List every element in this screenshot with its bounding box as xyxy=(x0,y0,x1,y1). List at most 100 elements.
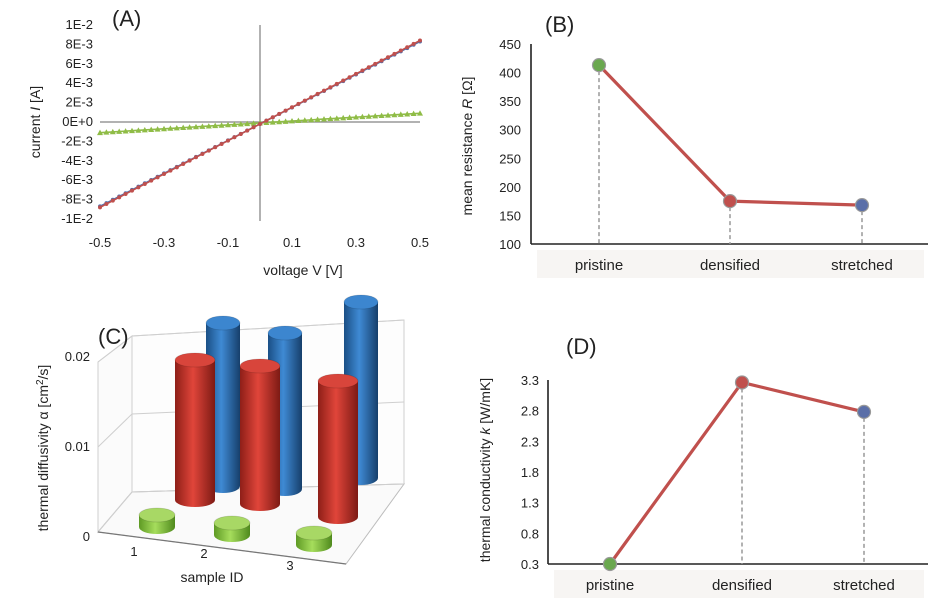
panel-a-y-tick-label: -6E-3 xyxy=(61,172,93,187)
panel-a-data-point-green xyxy=(154,126,161,132)
panel-a-data-point-green xyxy=(282,118,289,124)
panel-c-gridline xyxy=(97,319,405,363)
panel-d-category-label: densified xyxy=(712,577,772,594)
panel-c-bar-red xyxy=(239,358,281,511)
panel-a-data-point-green xyxy=(180,124,187,131)
panel-a-data-point-red xyxy=(398,48,403,53)
panel-a-y-tick-label: 8E-3 xyxy=(66,36,93,51)
panel-c-bar-body-red xyxy=(240,366,280,511)
panel-c-y-tick-label: 0.02 xyxy=(65,349,90,364)
panel-a-data-point-green xyxy=(205,123,212,129)
panel-a-y-tick-label: 1E-2 xyxy=(66,17,93,32)
panel-a-data-point-red xyxy=(290,105,294,110)
panel-a-data-point-green xyxy=(141,126,148,133)
panel-d-label: (D) xyxy=(566,334,597,359)
panel-a-data-point-green xyxy=(186,124,193,130)
panel-a-data-point-red xyxy=(360,68,365,73)
panel-b-y-tick-label: 300 xyxy=(499,123,521,138)
panel-a-y-tick-label: 4E-3 xyxy=(66,75,93,90)
panel-a-y-tick-label: -8E-3 xyxy=(61,192,93,207)
panel-a-data-point-red xyxy=(392,51,397,56)
panel-b-y-tick-label: 450 xyxy=(499,37,521,52)
panel-a-x-axis-title: voltage V [V] xyxy=(263,262,342,278)
panel-a-data-point-red xyxy=(226,138,230,143)
panel-a-y-tick-label: 0E+0 xyxy=(62,114,93,129)
panel-b-category-label: densified xyxy=(700,257,760,274)
panel-a-data-point-green xyxy=(404,111,411,117)
panel-a-data-point-green xyxy=(321,116,327,122)
panel-a-data-point-green xyxy=(116,128,123,134)
panel-a-data-point-red xyxy=(142,182,147,187)
panel-a-data-point-green xyxy=(410,110,417,117)
panel-b-series-line xyxy=(597,64,863,207)
panel-c-bar-top-red xyxy=(239,358,281,374)
panel-a-data-point-green xyxy=(365,113,372,119)
panel-a-data-point-red xyxy=(136,185,141,190)
panel-c-bar-body-red xyxy=(175,360,215,507)
panel-a-data-point-red xyxy=(206,148,211,153)
panel-a-data-point-green xyxy=(148,126,155,132)
panel-a-data-point-red xyxy=(302,98,307,103)
panel-a-data-point-red xyxy=(232,135,237,140)
panel-a-y-tick-label: -1E-2 xyxy=(61,211,93,226)
panel-d-data-point xyxy=(602,556,618,572)
panel-a-data-point-red xyxy=(181,161,186,166)
panel-a-data-point-green xyxy=(231,121,238,127)
panel-d-y-tick-label: 0.8 xyxy=(521,526,539,541)
panel-a-data-point-red xyxy=(245,128,250,133)
panel-a-data-point-green xyxy=(308,116,315,123)
panel-c-bar-top-blue xyxy=(205,315,241,331)
panel-a-data-point-green xyxy=(97,129,103,136)
panel-a-data-point-red xyxy=(418,38,422,43)
panel-d-series-line xyxy=(608,380,865,565)
panel-a-data-point-green xyxy=(167,125,174,131)
panel-a-data-point-red xyxy=(219,141,224,146)
panel-d-y-tick-label: 1.8 xyxy=(521,465,539,480)
panel-b-y-axis-title: mean resistance R [Ω] xyxy=(459,77,475,216)
panel-a-y-tick-label: -2E-3 xyxy=(61,133,93,148)
panel-c-bar-top-red xyxy=(317,373,359,389)
panel-a-data-point-green xyxy=(212,122,219,129)
panel-d-y-axis-title: thermal conductivity k [W/mK] xyxy=(477,378,493,562)
panel-a-data-point-green xyxy=(340,114,347,121)
panel-c-bar-body-red xyxy=(318,381,358,524)
panel-b-data-point xyxy=(591,58,607,73)
panel-a-data-point-green xyxy=(301,117,308,123)
panel-d-category-label: pristine xyxy=(586,577,634,594)
panel-a-data-point-green xyxy=(135,127,142,133)
panel-a-data-point-red xyxy=(98,205,102,210)
panel-a: (A) 1E-2 8E-3 6E-3 4E-3 2E-3 0E+0 -2E-3 -4E-3 -6… xyxy=(27,6,429,278)
panel-d-data-point xyxy=(856,404,872,419)
panel-a-data-point-green xyxy=(327,115,334,122)
panel-a-data-point-red xyxy=(411,41,416,46)
panel-a-data-point-green xyxy=(333,115,340,121)
panel-a-data-point-red xyxy=(277,111,282,116)
panel-a-data-point-red xyxy=(251,125,256,130)
panel-c-bar-red xyxy=(317,373,359,524)
panel-c-y-axis-title: thermal diffusivity α [cm2/s] xyxy=(35,365,52,532)
panel-d-y-tick-label: 3.3 xyxy=(521,373,539,388)
panel-a-data-point-green xyxy=(346,114,353,120)
panel-b-y-tick-label: 250 xyxy=(499,151,521,166)
panel-d-y-tick-label: 1.3 xyxy=(521,496,539,511)
panel-a-data-point-green xyxy=(250,120,257,126)
panel-d-y-tick-label: 2.8 xyxy=(521,404,539,419)
panel-a-x-tick-label: 0.5 xyxy=(411,235,429,250)
panel-d-data-point xyxy=(734,375,750,390)
panel-d-category-label: stretched xyxy=(833,577,895,594)
panel-a-data-point-green xyxy=(218,122,225,128)
panel-c-y-tick-label: 0 xyxy=(83,529,90,544)
panel-c-x-axis-title: sample ID xyxy=(180,569,243,585)
panel-a-data-point-red xyxy=(258,121,262,126)
panel-a-data-point-green xyxy=(276,118,283,125)
panel-d-y-tick-label: 0.3 xyxy=(521,557,539,572)
panel-a-data-point-green xyxy=(385,112,391,118)
panel-b-data-point xyxy=(854,198,870,213)
panel-b-category-label: stretched xyxy=(831,257,893,274)
panel-b: (B) 450 400 350 300 250 200 150 100 pristine den… xyxy=(459,12,928,278)
panel-b-y-tick-label: 200 xyxy=(499,180,521,195)
panel-a-data-point-red xyxy=(130,188,134,193)
panel-a-data-point-green xyxy=(295,117,302,124)
panel-c-x-axis xyxy=(97,531,347,565)
